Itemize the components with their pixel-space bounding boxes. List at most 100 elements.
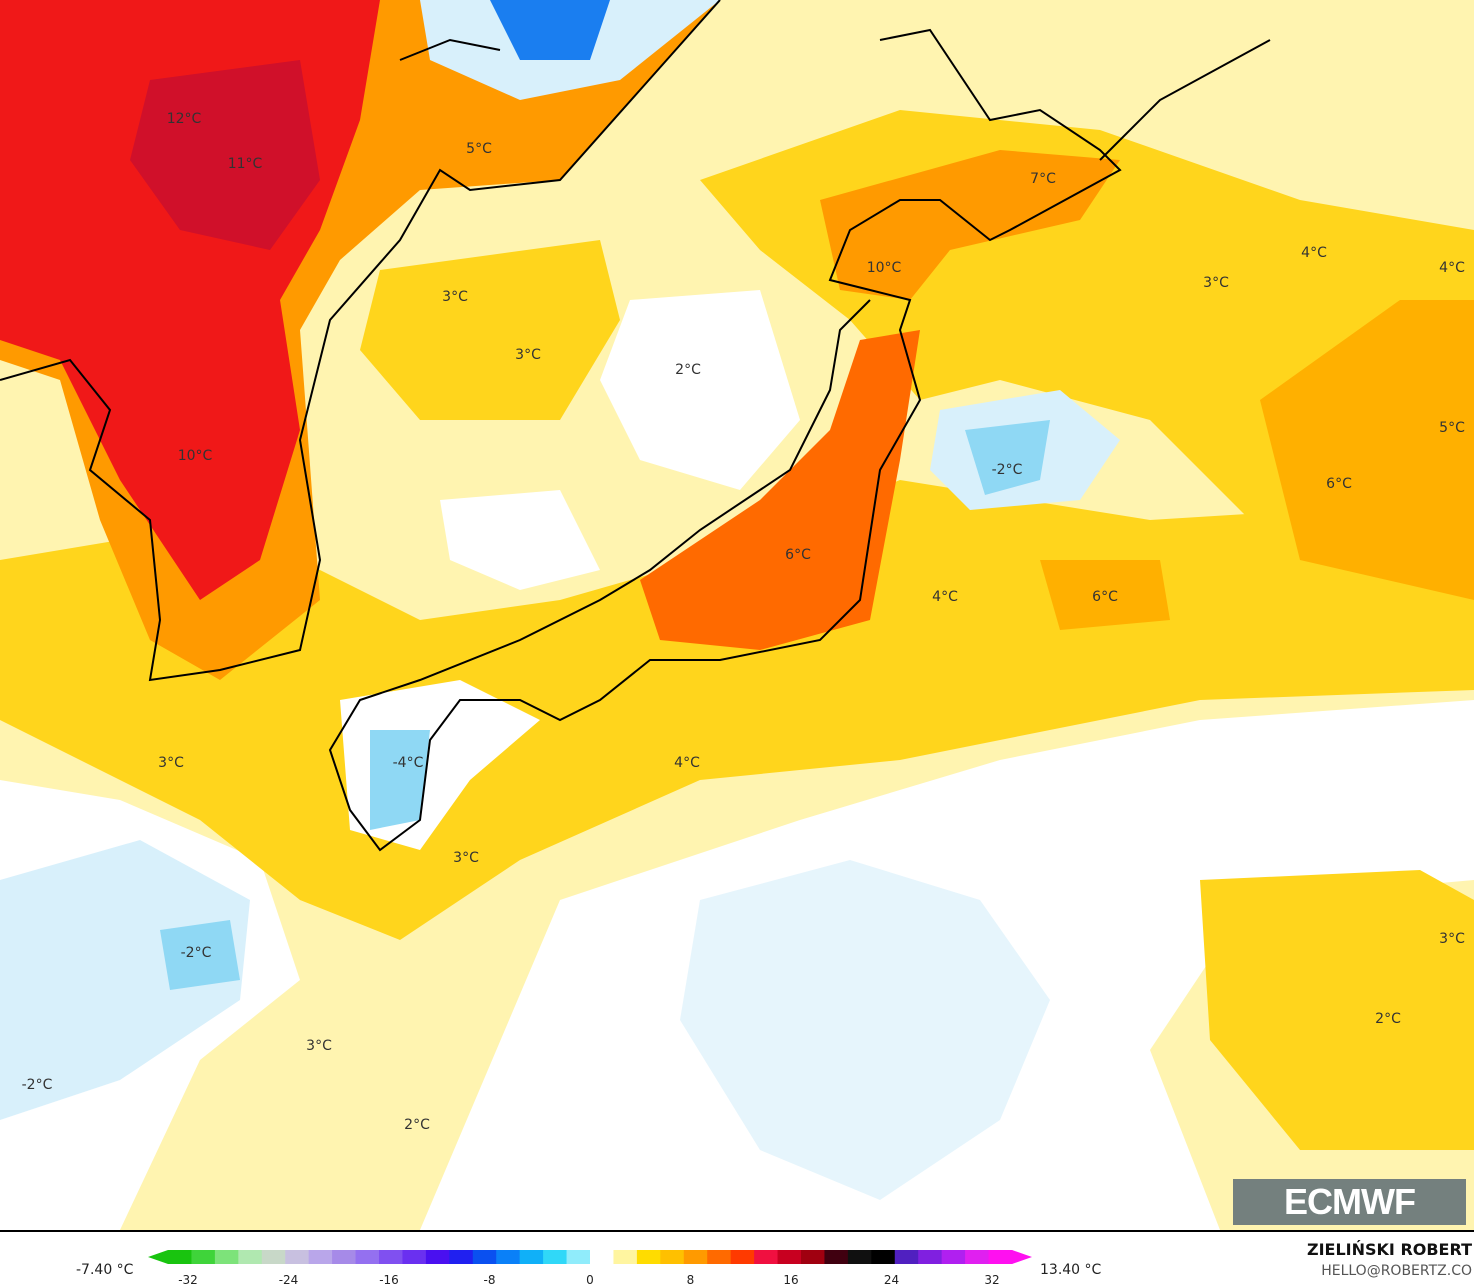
colorbar-tick: 8: [686, 1273, 695, 1287]
contour-label: 3°C: [453, 850, 479, 866]
warm-zone: [360, 240, 620, 420]
author-credit: ZIELIŃSKI ROBERT: [1306, 1240, 1472, 1259]
colorbar-segment: [379, 1250, 403, 1264]
colorbar-tick: 32: [984, 1273, 1000, 1287]
contour-label: 3°C: [1203, 275, 1229, 291]
coastline: [399, 38, 501, 61]
contour-label: 4°C: [1301, 245, 1327, 261]
colorbar-segment: [191, 1250, 216, 1264]
colorbar-segment: [636, 1250, 661, 1264]
contour-label: 2°C: [1375, 1011, 1401, 1027]
colorbar-segment: [683, 1250, 708, 1264]
colorbar-segment: [496, 1250, 521, 1264]
hot-zone: [1260, 300, 1474, 600]
colorbar-tick: 16: [783, 1273, 799, 1287]
colorbar-segment: [214, 1250, 239, 1264]
logo-text: ECMWF: [1284, 1181, 1416, 1222]
colorbar-arrow-left: [148, 1250, 168, 1264]
contour-label: 2°C: [675, 362, 701, 378]
neutral-zone: [600, 290, 800, 490]
colorbar-segment: [613, 1250, 638, 1264]
colorbar-segment: [965, 1250, 990, 1264]
colorbar-tick: 0: [586, 1273, 594, 1287]
contour-label: 3°C: [442, 289, 468, 305]
cold-zone: [680, 860, 1050, 1200]
coastline: [328, 28, 1122, 852]
author-email: HELLO@ROBERTZ.CO: [1321, 1263, 1472, 1279]
contour-label: 11°C: [227, 156, 263, 172]
colorbar-tick: -32: [178, 1273, 198, 1287]
contour-label: 10°C: [177, 448, 213, 464]
temperature-anomaly-map: [0, 0, 1474, 1232]
contour-label: 5°C: [466, 141, 492, 157]
colorbar-segment: [566, 1250, 591, 1264]
colorbar-segment: [590, 1250, 614, 1264]
colorbar-segment: [894, 1250, 919, 1264]
colorbar-arrow-right: [1012, 1250, 1032, 1264]
contour-label: 10°C: [866, 260, 902, 276]
colorbar-segment: [941, 1250, 966, 1264]
contour-label: -4°C: [392, 755, 424, 771]
cold-zone: [0, 840, 250, 1120]
colorbar-segment: [988, 1250, 1013, 1264]
contour-label: -2°C: [21, 1077, 53, 1093]
colorbar-segment: [847, 1250, 872, 1264]
contour-label: 3°C: [515, 347, 541, 363]
contour-label: 6°C: [1326, 476, 1352, 492]
colorbar-segment: [168, 1250, 192, 1264]
warm-zone: [1200, 870, 1474, 1150]
contour-label: 3°C: [306, 1038, 332, 1054]
contour-label: 4°C: [1439, 260, 1465, 276]
colorbar-segment: [707, 1250, 732, 1264]
colorbar-segment: [754, 1250, 779, 1264]
colorbar-segment: [543, 1250, 568, 1264]
hot-zone: [130, 60, 320, 250]
colorbar-segment: [238, 1250, 263, 1264]
colorbar-segment: [801, 1250, 825, 1264]
colorbar-segment: [519, 1250, 544, 1264]
contour-label: 3°C: [1439, 931, 1465, 947]
colorbar-segment: [332, 1250, 357, 1264]
colorbar-segment: [824, 1250, 849, 1264]
colorbar-segment: [355, 1250, 380, 1264]
contour-label: 4°C: [932, 589, 958, 605]
colorbar-segment: [660, 1250, 685, 1264]
cold-zone: [965, 420, 1050, 495]
contour-label: 3°C: [158, 755, 184, 771]
coastline: [1099, 39, 1271, 161]
coastline: [0, 0, 721, 682]
contour-label: -2°C: [180, 945, 212, 961]
colorbar-segment: [308, 1250, 333, 1264]
contour-label: 2°C: [404, 1117, 430, 1133]
colorbar-segment: [402, 1250, 427, 1264]
contour-label: 7°C: [1030, 171, 1056, 187]
colorbar-segment: [871, 1250, 896, 1264]
hot-zone: [1040, 560, 1170, 630]
neutral-zone: [440, 490, 600, 590]
colorbar-segment: [730, 1250, 755, 1264]
colorbar-tick: 24: [883, 1273, 900, 1287]
colorbar-segment: [425, 1250, 450, 1264]
ecmwf-logo: ECMWF: [1233, 1179, 1466, 1225]
contour-label: 5°C: [1439, 420, 1465, 436]
colorbar-tick: -24: [278, 1273, 299, 1287]
cold-zone: [490, 0, 610, 60]
contour-label: 4°C: [674, 755, 700, 771]
colorbar-segment: [261, 1250, 286, 1264]
cold-zone: [370, 730, 430, 830]
colorbar: [148, 1250, 1032, 1264]
colorbar-segment: [285, 1250, 310, 1264]
contour-label: 12°C: [166, 111, 202, 127]
hot-zone: [640, 330, 920, 650]
colorbar-segment: [918, 1250, 943, 1264]
colorbar-segment: [472, 1250, 497, 1264]
colorbar-min-label: -7.40 °C: [76, 1262, 134, 1278]
contour-label: -2°C: [991, 462, 1023, 478]
colorbar-tick: -16: [379, 1273, 399, 1287]
colorbar-tick: -8: [483, 1273, 496, 1287]
colorbar-max-label: 13.40 °C: [1040, 1262, 1102, 1278]
colorbar-segment: [777, 1250, 802, 1264]
cold-zone: [160, 920, 240, 990]
colorbar-segment: [449, 1250, 474, 1264]
contour-label: 6°C: [785, 547, 811, 563]
